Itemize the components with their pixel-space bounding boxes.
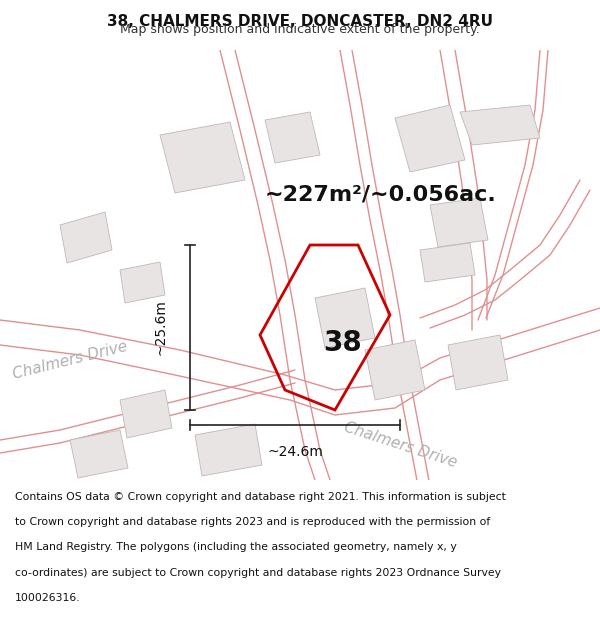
- Polygon shape: [315, 288, 375, 348]
- Text: Chalmers Drive: Chalmers Drive: [11, 339, 129, 381]
- Text: Chalmers Drive: Chalmers Drive: [341, 419, 458, 471]
- Polygon shape: [120, 390, 172, 438]
- Polygon shape: [460, 105, 540, 145]
- Polygon shape: [365, 340, 425, 400]
- Text: ~24.6m: ~24.6m: [267, 445, 323, 459]
- Polygon shape: [195, 424, 262, 476]
- Polygon shape: [60, 212, 112, 263]
- Text: Map shows position and indicative extent of the property.: Map shows position and indicative extent…: [120, 23, 480, 36]
- Text: 38: 38: [323, 329, 362, 357]
- Text: 100026316.: 100026316.: [15, 593, 80, 603]
- Polygon shape: [448, 335, 508, 390]
- Polygon shape: [430, 198, 488, 247]
- Text: ~25.6m: ~25.6m: [153, 299, 167, 355]
- Text: ~227m²/~0.056ac.: ~227m²/~0.056ac.: [265, 185, 497, 205]
- Polygon shape: [160, 122, 245, 193]
- Text: HM Land Registry. The polygons (including the associated geometry, namely x, y: HM Land Registry. The polygons (includin…: [15, 542, 457, 552]
- Polygon shape: [70, 430, 128, 478]
- Text: co-ordinates) are subject to Crown copyright and database rights 2023 Ordnance S: co-ordinates) are subject to Crown copyr…: [15, 568, 501, 578]
- Text: to Crown copyright and database rights 2023 and is reproduced with the permissio: to Crown copyright and database rights 2…: [15, 517, 490, 527]
- Polygon shape: [265, 112, 320, 163]
- Polygon shape: [420, 243, 475, 282]
- Text: Contains OS data © Crown copyright and database right 2021. This information is : Contains OS data © Crown copyright and d…: [15, 492, 506, 502]
- Text: 38, CHALMERS DRIVE, DONCASTER, DN2 4RU: 38, CHALMERS DRIVE, DONCASTER, DN2 4RU: [107, 14, 493, 29]
- Polygon shape: [120, 262, 165, 303]
- Polygon shape: [395, 105, 465, 172]
